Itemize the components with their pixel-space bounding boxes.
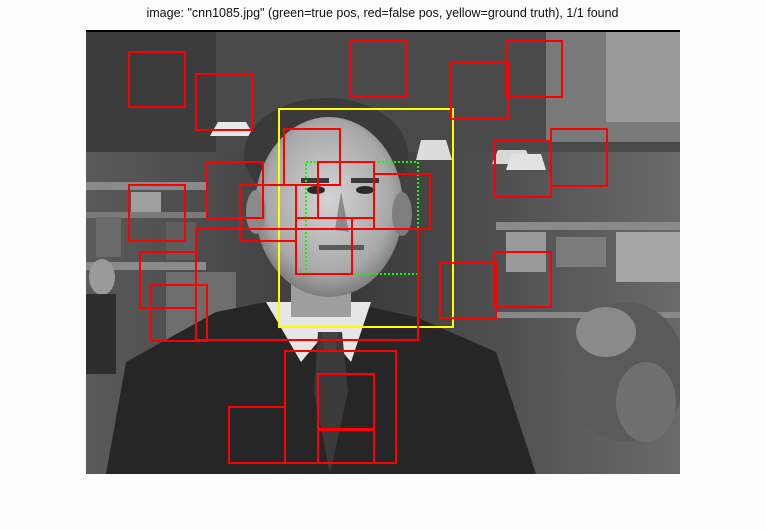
image-axes xyxy=(86,30,680,474)
false-positive-box xyxy=(150,284,208,342)
false-positive-box xyxy=(195,73,253,131)
false-positive-box xyxy=(283,128,341,186)
figure-title: image: "cnn1085.jpg" (green=true pos, re… xyxy=(146,6,619,20)
false-positive-box xyxy=(139,251,197,309)
photo-background xyxy=(86,32,680,474)
ground-truth-box xyxy=(278,108,454,328)
false-positive-box xyxy=(295,217,353,275)
false-positive-box xyxy=(128,51,186,108)
detection-image xyxy=(86,32,680,474)
false-positive-box xyxy=(239,184,297,242)
false-positive-box xyxy=(317,428,375,464)
false-positive-box xyxy=(550,128,608,187)
false-positive-box xyxy=(228,406,286,464)
false-positive-box xyxy=(206,161,264,219)
false-positive-box xyxy=(494,251,552,308)
false-positive-box xyxy=(506,40,563,98)
false-positive-boxes xyxy=(128,40,608,464)
false-positive-box xyxy=(349,40,408,98)
false-positive-box xyxy=(128,184,186,242)
